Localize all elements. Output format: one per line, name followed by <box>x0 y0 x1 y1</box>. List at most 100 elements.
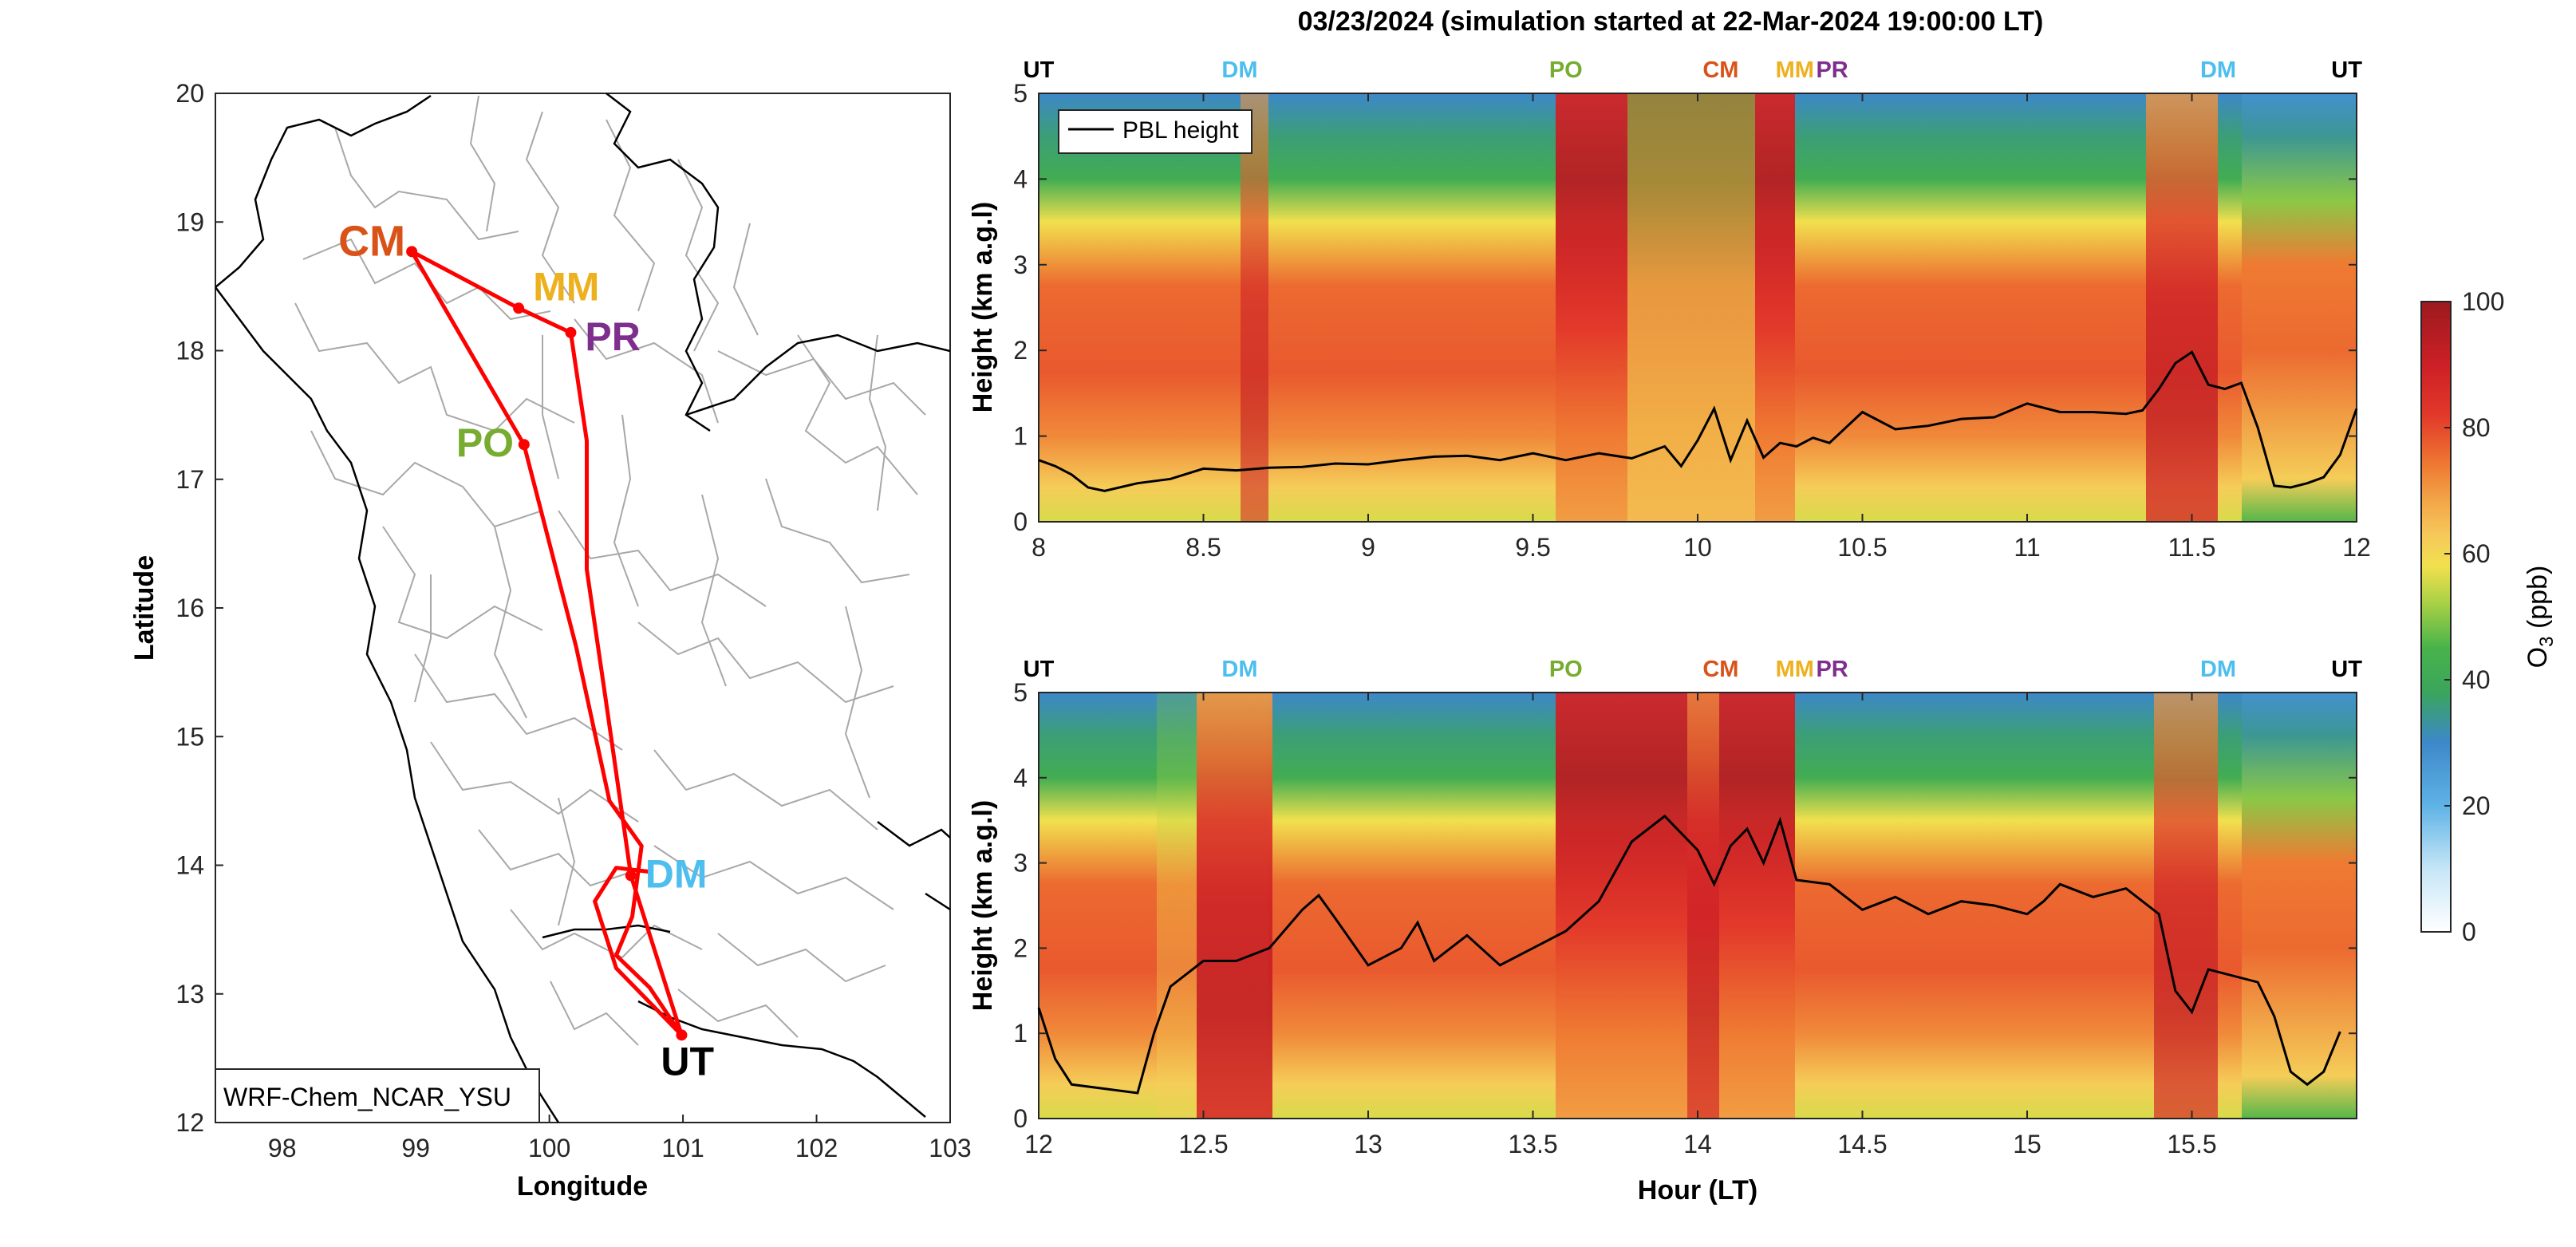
x-tick-label: 11 <box>2014 533 2040 562</box>
panel-2-y-ticks: 0 1 2 3 4 5 <box>1013 678 2357 1133</box>
x-tick-label: 13 <box>1354 1130 1383 1158</box>
panel-2-x-ticks: 12 12.5 13 13.5 14 14.5 15 15.5 <box>1024 693 2217 1158</box>
x-tick-label: 12.5 <box>1178 1130 1228 1158</box>
site-marker-cm: CM <box>1702 657 1738 682</box>
y-tick-label: 0 <box>1013 507 1028 536</box>
map-y-tick-label: 12 <box>176 1108 204 1137</box>
map-y-tick-label: 17 <box>176 465 204 494</box>
figure-title: 03/23/2024 (simulation started at 22-Mar… <box>1298 6 2044 37</box>
site-marker-pr: PR <box>1816 57 1848 83</box>
x-tick-label: 10.5 <box>1837 533 1887 562</box>
y-tick-label: 1 <box>1013 1019 1028 1048</box>
site-dot-ut <box>676 1029 688 1041</box>
map-y-tick-label: 18 <box>176 337 204 365</box>
y-tick-label: 3 <box>1013 849 1028 878</box>
site-dot-po <box>518 439 530 451</box>
map-x-tick-label: 99 <box>401 1134 430 1162</box>
map-axes-box <box>215 93 951 1123</box>
map-x-tick-label: 103 <box>929 1134 971 1162</box>
colorbar-label-unit: (ppb) <box>2523 566 2553 637</box>
colorbar-ticks: 0 20 40 60 80 100 <box>2444 287 2504 946</box>
site-marker-po: PO <box>1549 657 1583 682</box>
colorbar-tick-label: 60 <box>2462 539 2491 568</box>
x-tick-label: 11.5 <box>2168 533 2216 562</box>
map-y-tick-label: 14 <box>176 851 204 880</box>
colorbar-tick-label: 80 <box>2462 413 2491 442</box>
map-y-ticks: 12 13 14 15 16 17 18 19 20 <box>176 79 223 1137</box>
y-tick-label: 5 <box>1013 79 1028 108</box>
site-marker-dm: DM <box>2200 657 2236 682</box>
x-tick-label: 12 <box>2342 533 2371 562</box>
panel-2-ylabel: Height (km a.g.l) <box>968 800 998 1011</box>
colorbar-tick-label: 40 <box>2462 665 2491 694</box>
colorbar-label-main: O <box>2523 647 2553 668</box>
x-tick-label: 10 <box>1683 533 1712 562</box>
pbl-legend: PBL height <box>1058 109 1252 154</box>
site-marker-ut: UT <box>1024 657 1055 682</box>
map-x-tick-label: 101 <box>661 1134 704 1162</box>
site-label-mm: MM <box>533 264 599 309</box>
map-y-tick-label: 20 <box>176 79 204 108</box>
site-label-dm: DM <box>645 851 708 896</box>
panel-2-xlabel: Hour (LT) <box>1638 1175 1757 1206</box>
y-tick-label: 1 <box>1013 422 1028 451</box>
colorbar-label: O3 (ppb) <box>2523 566 2558 669</box>
site-marker-pr: PR <box>1816 657 1848 682</box>
site-marker-mm: MM <box>1776 57 1814 83</box>
y-tick-label: 3 <box>1013 251 1028 279</box>
site-marker-dm: DM <box>1221 57 1257 83</box>
colorbar-tick-label: 100 <box>2462 287 2504 316</box>
y-tick-label: 5 <box>1013 678 1028 707</box>
pbl-line-1 <box>1038 350 2358 492</box>
map-x-tick-label: 100 <box>528 1134 570 1162</box>
panel-1-x-ticks: 8 8.5 9 9.5 10 10.5 11 11.5 12 <box>1032 93 2371 562</box>
colorbar-label-sub: 3 <box>2536 637 2558 647</box>
site-label-cm: CM <box>338 217 405 265</box>
panel-2-site-markers: UT DM PO CM MM PR DM UT <box>1024 657 2363 682</box>
pbl-line-2 <box>1037 814 2341 1095</box>
x-tick-label: 15 <box>2013 1130 2041 1158</box>
colorbar-bar <box>2420 301 2452 933</box>
x-tick-label: 15.5 <box>2167 1130 2216 1158</box>
map-y-tick-label: 19 <box>176 207 204 236</box>
site-marker-cm: CM <box>1702 57 1738 83</box>
map-panel: CM MM PR PO DM UT 98 99 100 101 102 103 12 13 14 15 16… <box>129 79 972 1202</box>
site-marker-ut: UT <box>2331 657 2362 682</box>
y-tick-label: 0 <box>1013 1104 1028 1133</box>
y-tick-label: 2 <box>1013 336 1028 365</box>
x-tick-label: 13.5 <box>1508 1130 1557 1158</box>
flight-route <box>409 249 684 1037</box>
x-tick-label: 9.5 <box>1515 533 1550 562</box>
map-x-tick-label: 98 <box>268 1134 297 1162</box>
map-ylabel: Latitude <box>129 555 160 661</box>
x-tick-label: 9 <box>1361 533 1375 562</box>
y-tick-label: 4 <box>1013 164 1028 193</box>
colorbar-tick-label: 20 <box>2462 791 2491 820</box>
model-label: WRF-Chem_NCAR_YSU <box>223 1083 511 1111</box>
map-xlabel: Longitude <box>517 1171 648 1202</box>
site-marker-mm: MM <box>1776 657 1814 682</box>
province-boundaries <box>294 95 926 1046</box>
map-y-tick-label: 13 <box>176 980 204 1008</box>
site-marker-dm: DM <box>1221 657 1257 682</box>
site-label-po: PO <box>456 420 514 465</box>
y-tick-label: 2 <box>1013 933 1028 962</box>
site-label-ut: UT <box>661 1039 714 1083</box>
site-dot-pr <box>565 326 577 338</box>
site-marker-ut: UT <box>1024 57 1055 83</box>
pbl-legend-label: PBL height <box>1122 117 1239 144</box>
x-tick-label: 14.5 <box>1837 1130 1887 1158</box>
site-marker-po: PO <box>1549 57 1583 83</box>
site-dot-mm <box>513 302 525 314</box>
map-y-tick-label: 15 <box>176 722 204 751</box>
site-marker-dm: DM <box>2200 57 2236 83</box>
colorbar: 0 20 40 60 80 100 O3 (ppb) <box>2420 287 2558 946</box>
colorbar-tick-label: 0 <box>2462 917 2476 946</box>
panel-1-ylabel: Height (km a.g.l) <box>968 202 998 412</box>
map-x-tick-label: 102 <box>795 1134 838 1162</box>
model-label-box <box>215 1068 540 1123</box>
site-markers: CM MM PR PO DM UT <box>338 217 714 1083</box>
